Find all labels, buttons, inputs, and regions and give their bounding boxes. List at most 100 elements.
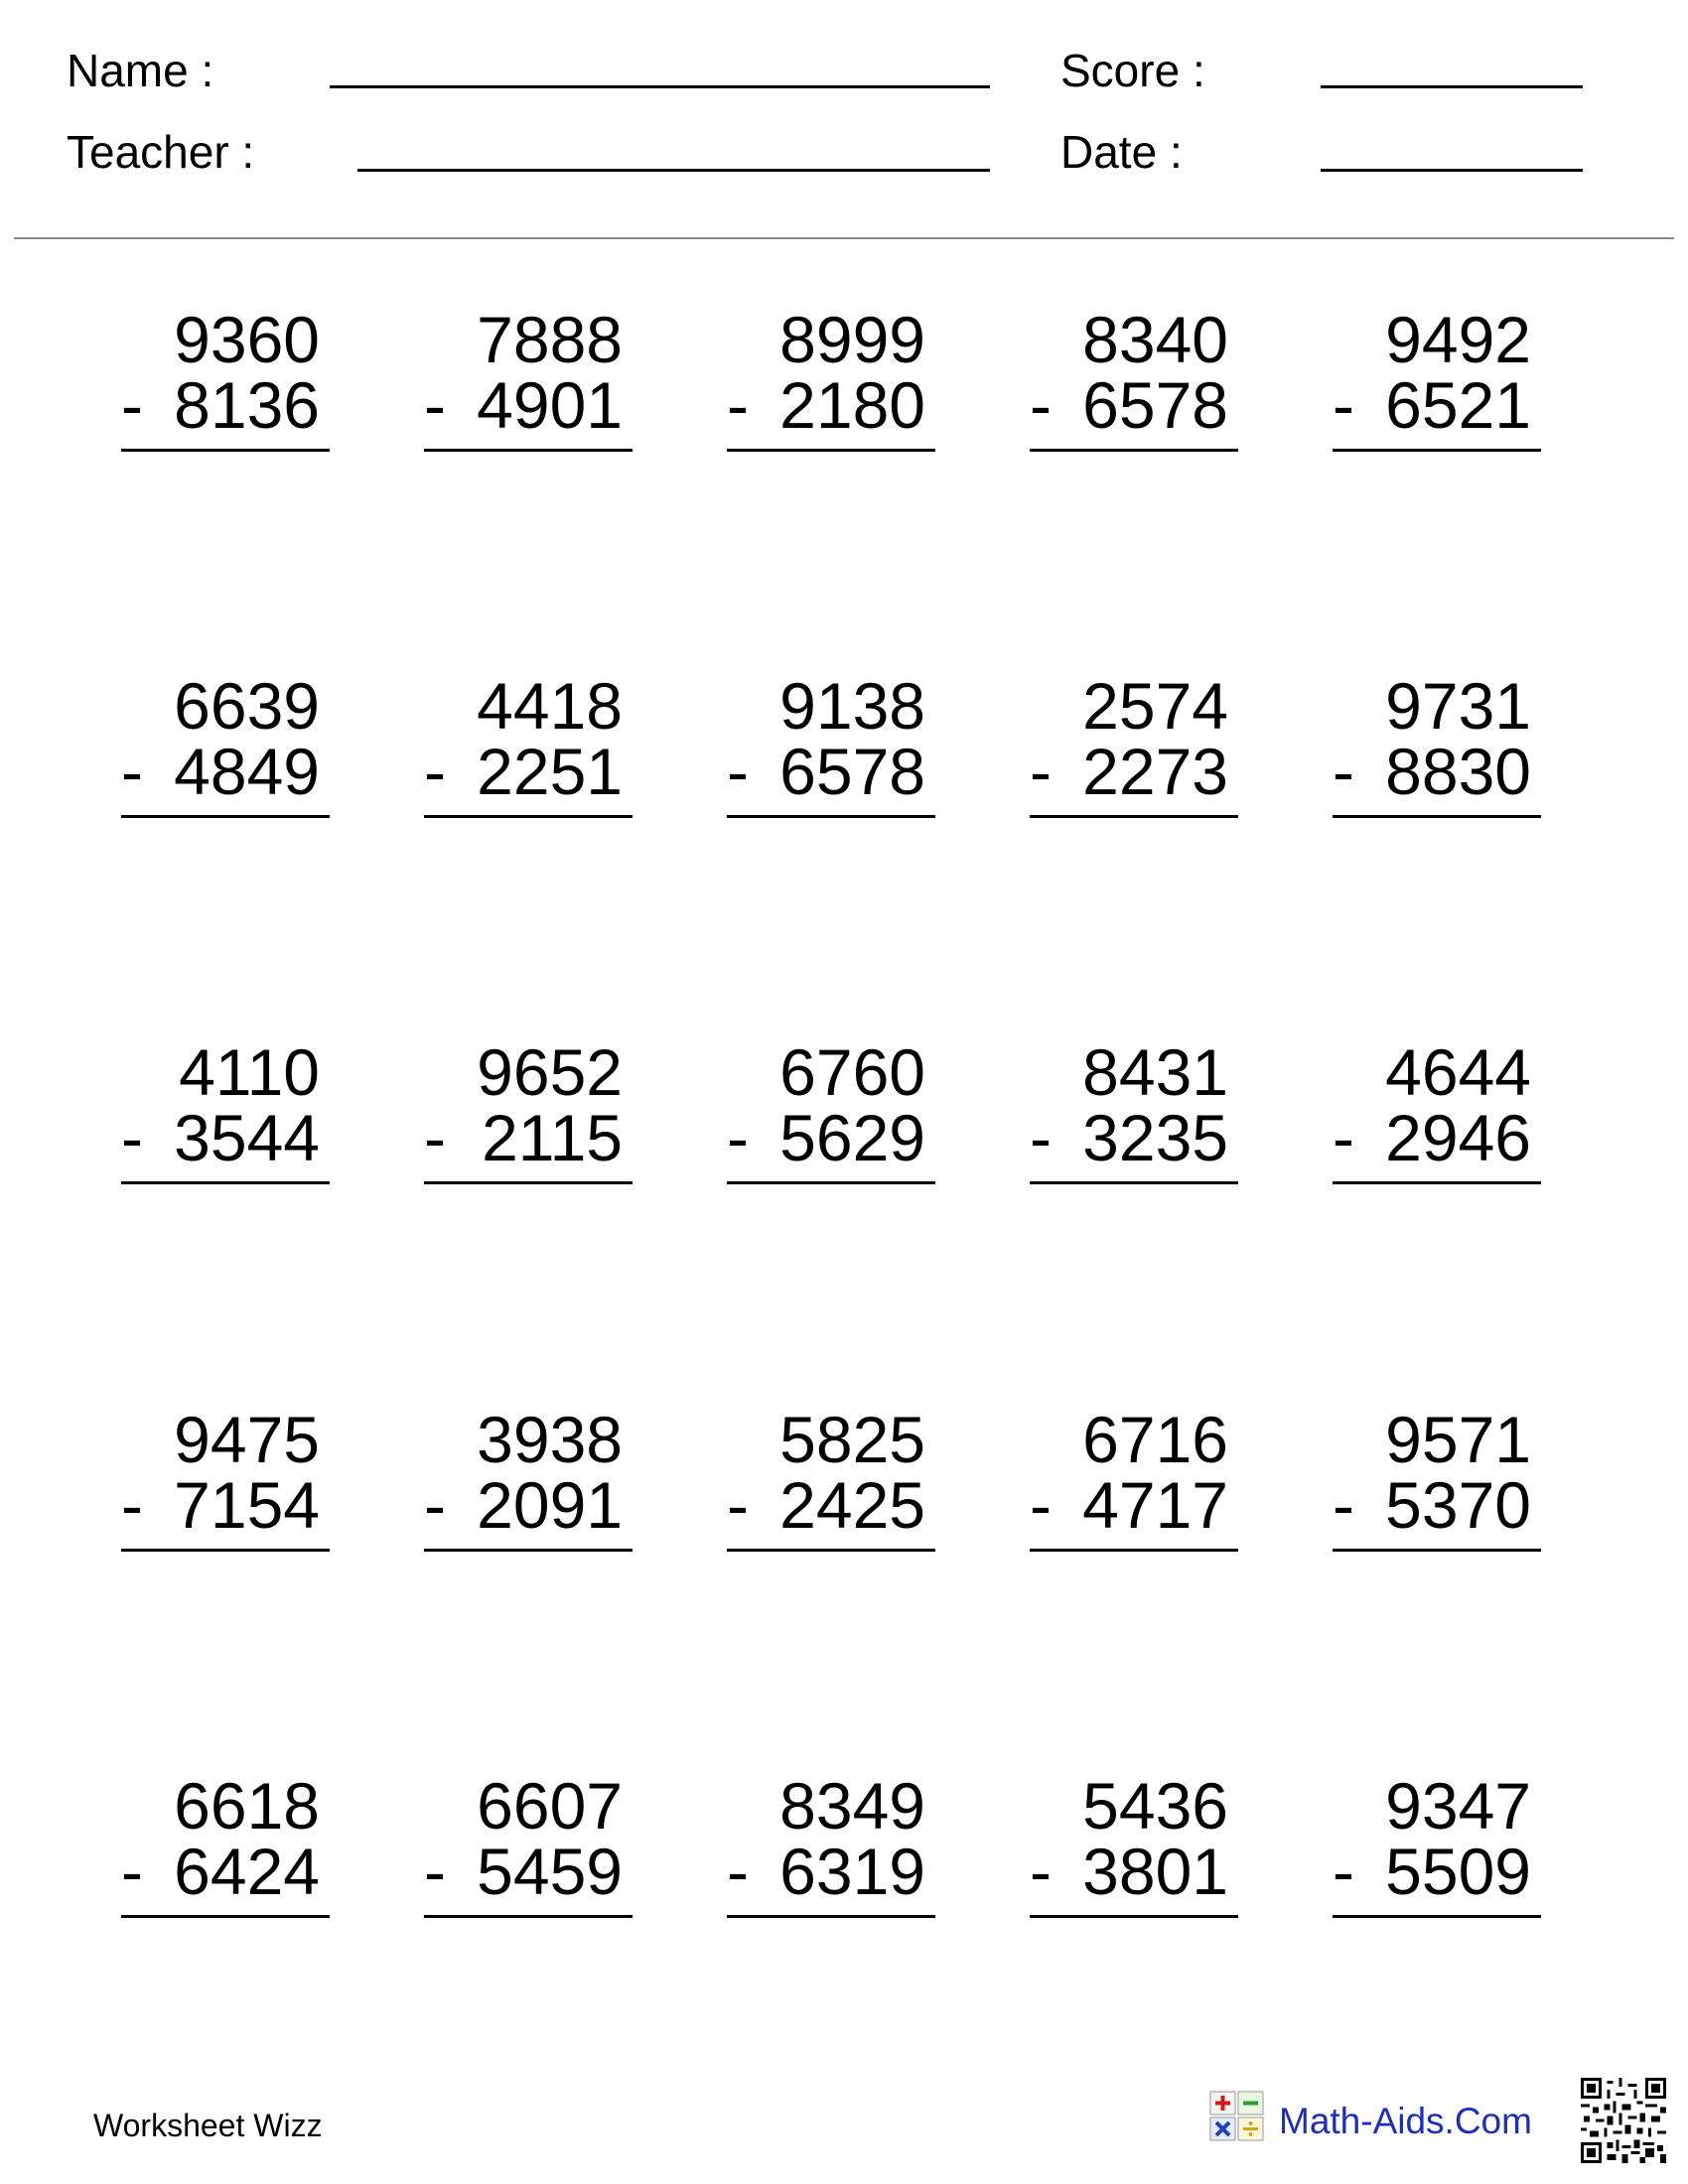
minuend: 9347: [1385, 1769, 1531, 1843]
subtraction-problem: 9347-5509: [1333, 1773, 1541, 1952]
subtraction-problem: 5825-2425: [727, 1407, 935, 1585]
subtraction-problem: 3938-2091: [424, 1407, 633, 1585]
answer-line: [424, 815, 633, 818]
subtrahend: 5509: [1385, 1835, 1531, 1908]
minuend: 2574: [1082, 669, 1228, 743]
subtrahend: 2091: [477, 1468, 623, 1542]
minus-sign: -: [424, 368, 446, 442]
answer-line: [121, 1915, 330, 1918]
answer-line: [1333, 1181, 1541, 1184]
minus-sign: -: [424, 1468, 446, 1542]
subtrahend: 6521: [1385, 368, 1531, 442]
subtrahend: 8830: [1385, 735, 1531, 808]
subtraction-problem: 8349-6319: [727, 1773, 935, 1952]
minuend: 9571: [1385, 1403, 1531, 1476]
subtrahend: 8136: [174, 368, 320, 442]
subtraction-problem: 9731-8830: [1333, 673, 1541, 852]
minus-sign: -: [424, 1835, 446, 1908]
minuend: 5825: [779, 1403, 925, 1476]
score-blank: [1321, 85, 1583, 88]
subtrahend: 3235: [1082, 1101, 1228, 1174]
date-blank: [1321, 169, 1583, 172]
subtraction-problem: 6618-6424: [121, 1773, 330, 1952]
answer-line: [121, 449, 330, 452]
footer-credit: Worksheet Wizz: [93, 2108, 323, 2143]
subtrahend: 4901: [477, 368, 623, 442]
subtrahend: 5459: [477, 1835, 623, 1908]
subtraction-problem: 6716-4717: [1030, 1407, 1238, 1585]
score-label: Score :: [1060, 45, 1205, 96]
name-blank: [330, 85, 990, 88]
subtraction-problem: 7888-4901: [424, 307, 633, 485]
subtraction-problem: 8431-3235: [1030, 1039, 1238, 1218]
minus-sign: -: [1030, 735, 1052, 808]
subtrahend: 2251: [477, 735, 623, 808]
minus-sign: -: [727, 368, 749, 442]
minus-sign: -: [1333, 735, 1354, 808]
minuend: 5436: [1082, 1769, 1228, 1843]
minus-sign: -: [121, 1468, 143, 1542]
answer-line: [1333, 1549, 1541, 1552]
minus-sign: -: [727, 735, 749, 808]
minuend: 9652: [477, 1035, 623, 1109]
subtrahend: 3544: [174, 1101, 320, 1174]
subtrahend: 6578: [1082, 368, 1228, 442]
subtraction-problem: 6760-5629: [727, 1039, 935, 1218]
minuend: 4110: [179, 1035, 320, 1109]
minus-sign: -: [1333, 368, 1354, 442]
subtrahend: 6319: [779, 1835, 925, 1908]
answer-line: [727, 1915, 935, 1918]
minus-sign: -: [1333, 1468, 1354, 1542]
minuend: 7888: [477, 303, 623, 376]
subtraction-problem: 9652-2115: [424, 1039, 633, 1218]
minus-sign: -: [424, 1101, 446, 1174]
subtraction-problem: 4418-2251: [424, 673, 633, 852]
minuend: 9138: [779, 669, 925, 743]
answer-line: [121, 1549, 330, 1552]
subtrahend: 2180: [779, 368, 925, 442]
subtrahend: 6578: [779, 735, 925, 808]
answer-line: [1333, 449, 1541, 452]
minuend: 6639: [174, 669, 320, 743]
subtraction-problem: 8999-2180: [727, 307, 935, 485]
minus-sign: -: [727, 1101, 749, 1174]
date-label: Date :: [1060, 126, 1183, 178]
minuend: 6618: [174, 1769, 320, 1843]
subtraction-problem: 4644-2946: [1333, 1039, 1541, 1218]
answer-line: [424, 1181, 633, 1184]
subtraction-problem: 5436-3801: [1030, 1773, 1238, 1952]
subtraction-problem: 4110-3544: [121, 1039, 330, 1218]
minus-sign: -: [121, 1101, 143, 1174]
minus-sign: -: [1333, 1835, 1354, 1908]
teacher-label: Teacher :: [67, 126, 255, 178]
subtraction-problem: 6639-4849: [121, 673, 330, 852]
answer-line: [1030, 815, 1238, 818]
answer-line: [1030, 449, 1238, 452]
answer-line: [1030, 1549, 1238, 1552]
subtrahend: 7154: [174, 1468, 320, 1542]
answer-line: [424, 1915, 633, 1918]
subtraction-problem: 9360-8136: [121, 307, 330, 485]
subtrahend: 4849: [174, 735, 320, 808]
math-aids-link[interactable]: Math-Aids.Com: [1279, 2101, 1532, 2141]
subtrahend: 3801: [1082, 1835, 1228, 1908]
subtraction-problem: 9492-6521: [1333, 307, 1541, 485]
minuend: 4418: [477, 669, 623, 743]
answer-line: [1333, 1915, 1541, 1918]
subtrahend: 2273: [1082, 735, 1228, 808]
minuend: 9731: [1385, 669, 1531, 743]
answer-line: [1333, 815, 1541, 818]
teacher-blank: [357, 169, 990, 172]
minus-sign: -: [121, 1835, 143, 1908]
minus-sign: -: [727, 1835, 749, 1908]
minuend: 8999: [779, 303, 925, 376]
subtrahend: 5629: [779, 1101, 925, 1174]
minus-sign: -: [1030, 368, 1052, 442]
answer-line: [1030, 1181, 1238, 1184]
minus-sign: -: [1030, 1835, 1052, 1908]
subtraction-problem: 6607-5459: [424, 1773, 633, 1952]
subtrahend: 6424: [174, 1835, 320, 1908]
minuend: 4644: [1385, 1035, 1531, 1109]
subtrahend: 2425: [779, 1468, 925, 1542]
minuend: 6716: [1082, 1403, 1228, 1476]
